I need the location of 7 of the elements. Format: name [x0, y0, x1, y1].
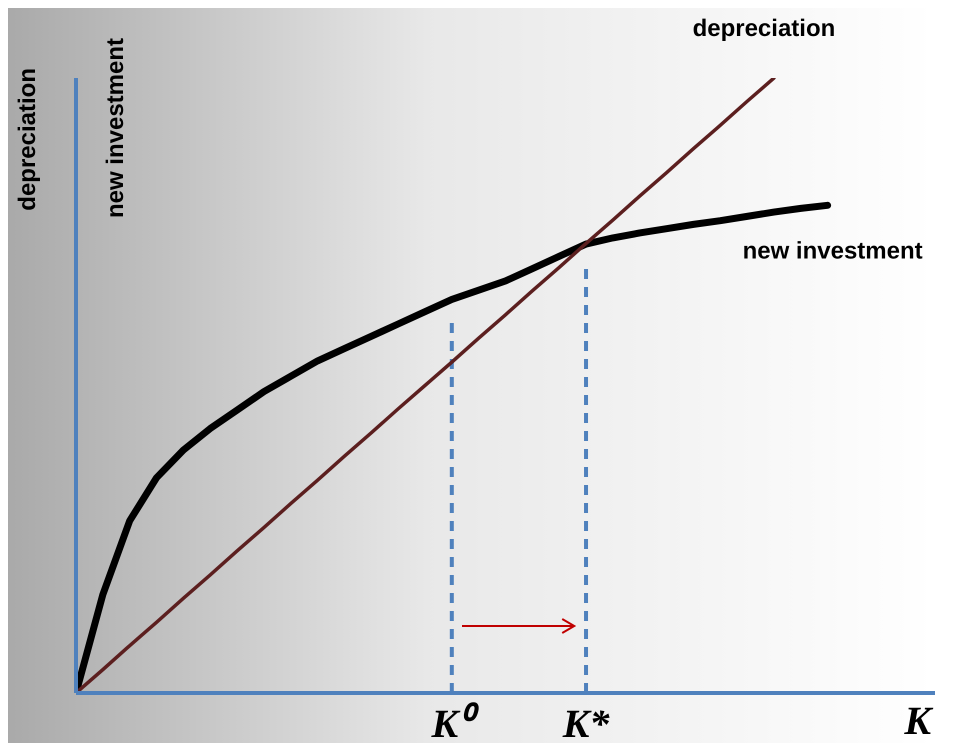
- x-tick-label: K*: [562, 701, 610, 746]
- text: depreciation: [692, 15, 836, 42]
- y-axis-title: depreciation: [14, 68, 42, 211]
- x-tick-label: K⁰: [430, 701, 480, 746]
- series-label: new investment: [742, 237, 923, 264]
- annotation: new investment: [102, 38, 130, 218]
- x-axis-title: K: [904, 697, 931, 744]
